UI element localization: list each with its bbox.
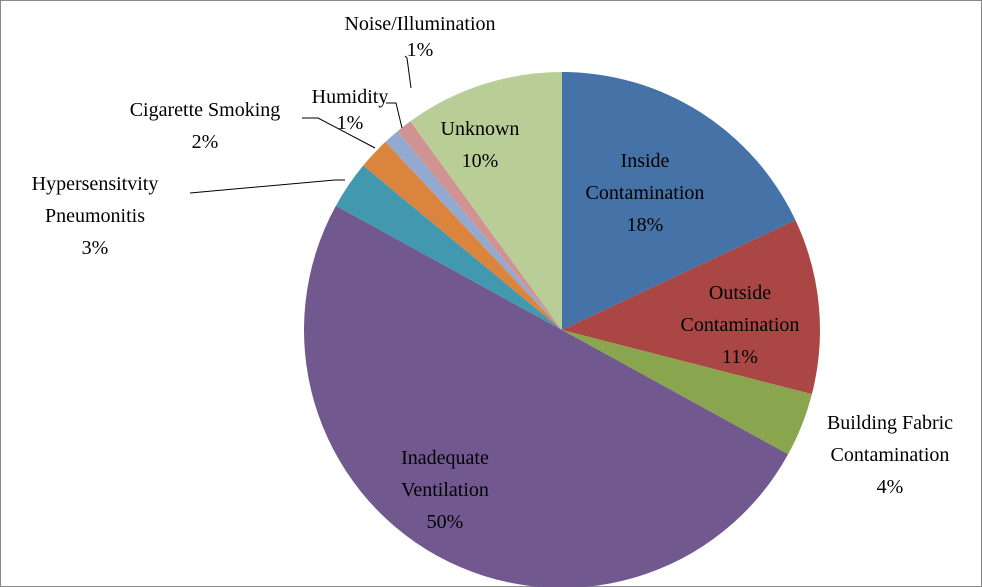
slice-name: Unknown bbox=[440, 118, 520, 140]
leader-line bbox=[302, 117, 376, 149]
pie-slice bbox=[385, 131, 562, 330]
pie-slice bbox=[562, 72, 796, 330]
slice-value-label: 1% bbox=[406, 39, 434, 61]
slice-name: Outside Contamination bbox=[680, 282, 800, 336]
slice-value-label: 10% bbox=[461, 150, 499, 172]
leader-line bbox=[386, 102, 403, 129]
pie-slice bbox=[410, 72, 562, 330]
slice-name: Building Fabric Contamination bbox=[826, 412, 954, 466]
slice-label: Unknown 10% bbox=[420, 113, 540, 177]
slice-name: Inadequate Ventilation bbox=[401, 447, 489, 501]
slice-label: Hypersensitvity Pneumonitis 3% bbox=[10, 168, 180, 264]
leader-line bbox=[189, 179, 345, 194]
slice-value-label: 1% bbox=[336, 112, 364, 134]
slice-label: Inside Contamination 18% bbox=[570, 145, 720, 241]
slice-value-label: 4% bbox=[876, 476, 904, 498]
slice-value-label: 50% bbox=[426, 511, 464, 533]
slice-label: Building Fabric Contamination 4% bbox=[805, 407, 975, 503]
slice-label: Humidity 1% bbox=[300, 84, 400, 136]
slice-label: Inadequate Ventilation 50% bbox=[385, 442, 505, 538]
slice-name: Humidity bbox=[311, 86, 389, 108]
slice-label: Noise/Illumination 1% bbox=[310, 11, 530, 63]
slice-value-label: 2% bbox=[191, 131, 219, 153]
pie-slice bbox=[562, 330, 812, 455]
pie-slice bbox=[562, 220, 820, 395]
slice-name: Hypersensitvity Pneumonitis bbox=[31, 173, 159, 227]
slice-value-label: 3% bbox=[81, 237, 109, 259]
slice-name: Noise/Illumination bbox=[344, 13, 496, 35]
pie-slice bbox=[363, 141, 562, 330]
slice-value-label: 11% bbox=[722, 346, 758, 368]
slice-label: Cigarette Smoking 2% bbox=[90, 94, 320, 158]
pie-slice bbox=[397, 121, 562, 330]
pie-slice bbox=[335, 165, 562, 330]
leader-lines bbox=[189, 55, 412, 194]
slice-label: Outside Contamination 11% bbox=[665, 277, 815, 373]
leader-line bbox=[404, 55, 412, 89]
pie-slice bbox=[304, 205, 789, 587]
slice-value-label: 18% bbox=[626, 214, 664, 236]
slice-name: Cigarette Smoking bbox=[129, 99, 281, 121]
slice-name: Inside Contamination bbox=[585, 150, 705, 204]
